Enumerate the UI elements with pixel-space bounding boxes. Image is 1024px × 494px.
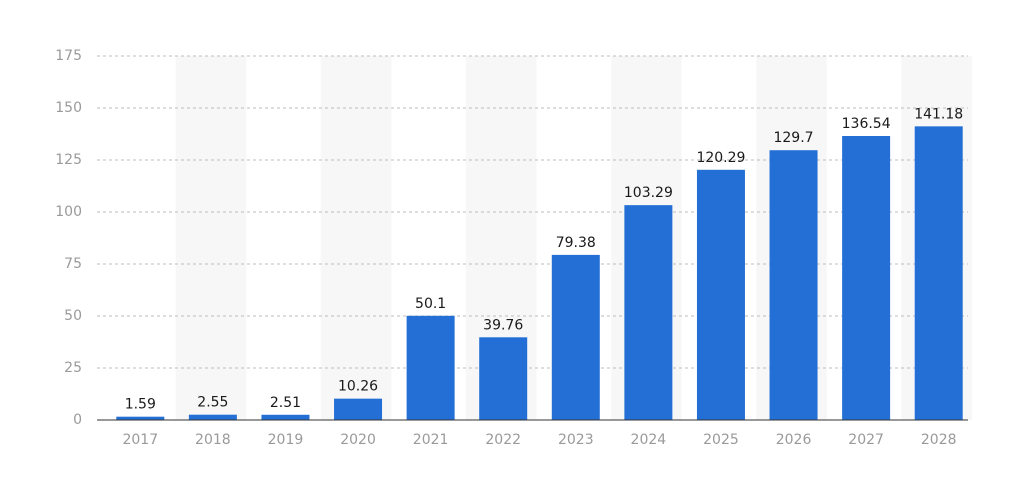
x-tick-label: 2028 xyxy=(921,432,957,448)
data-label: 2.55 xyxy=(197,395,228,411)
x-tick-label: 2022 xyxy=(485,432,521,448)
y-tick-label: 0 xyxy=(73,412,82,428)
x-tick-label: 2027 xyxy=(848,432,884,448)
y-tick-label: 125 xyxy=(55,152,82,168)
data-label: 79.38 xyxy=(556,235,596,251)
bar xyxy=(188,414,237,420)
x-tick-label: 2023 xyxy=(558,432,594,448)
data-label: 136.54 xyxy=(842,116,891,132)
x-tick-label: 2025 xyxy=(703,432,739,448)
x-tick-label: 2018 xyxy=(195,432,231,448)
y-tick-label: 75 xyxy=(64,256,82,272)
data-label: 141.18 xyxy=(914,106,963,122)
y-tick-label: 50 xyxy=(64,308,82,324)
y-tick-label: 25 xyxy=(64,360,82,376)
data-label: 129.7 xyxy=(773,130,813,146)
y-tick-label: 150 xyxy=(55,100,82,116)
bar xyxy=(914,126,963,421)
y-tick-label: 100 xyxy=(55,204,82,220)
data-label: 39.76 xyxy=(483,317,523,333)
bar xyxy=(769,150,818,420)
data-label: 10.26 xyxy=(338,379,378,395)
x-tick-label: 2026 xyxy=(776,432,812,448)
bar xyxy=(551,254,600,420)
column-band xyxy=(175,56,247,420)
bar xyxy=(334,398,383,420)
bar xyxy=(406,315,455,420)
bar xyxy=(261,414,310,420)
data-label: 1.59 xyxy=(125,397,156,413)
x-tick-label: 2021 xyxy=(413,432,449,448)
x-tick-label: 2019 xyxy=(268,432,304,448)
x-tick-label: 2017 xyxy=(122,432,158,448)
column-band xyxy=(320,56,392,420)
y-tick-label: 175 xyxy=(55,48,82,64)
bar xyxy=(842,135,891,420)
bar xyxy=(624,205,673,420)
data-label: 2.51 xyxy=(270,395,301,411)
x-tick-label: 2020 xyxy=(340,432,376,448)
data-label: 103.29 xyxy=(624,185,673,201)
data-label: 50.1 xyxy=(415,296,446,312)
bar xyxy=(696,169,745,420)
bar xyxy=(116,416,165,420)
x-tick-label: 2024 xyxy=(631,432,667,448)
bar xyxy=(479,337,528,420)
data-label: 120.29 xyxy=(696,150,745,166)
